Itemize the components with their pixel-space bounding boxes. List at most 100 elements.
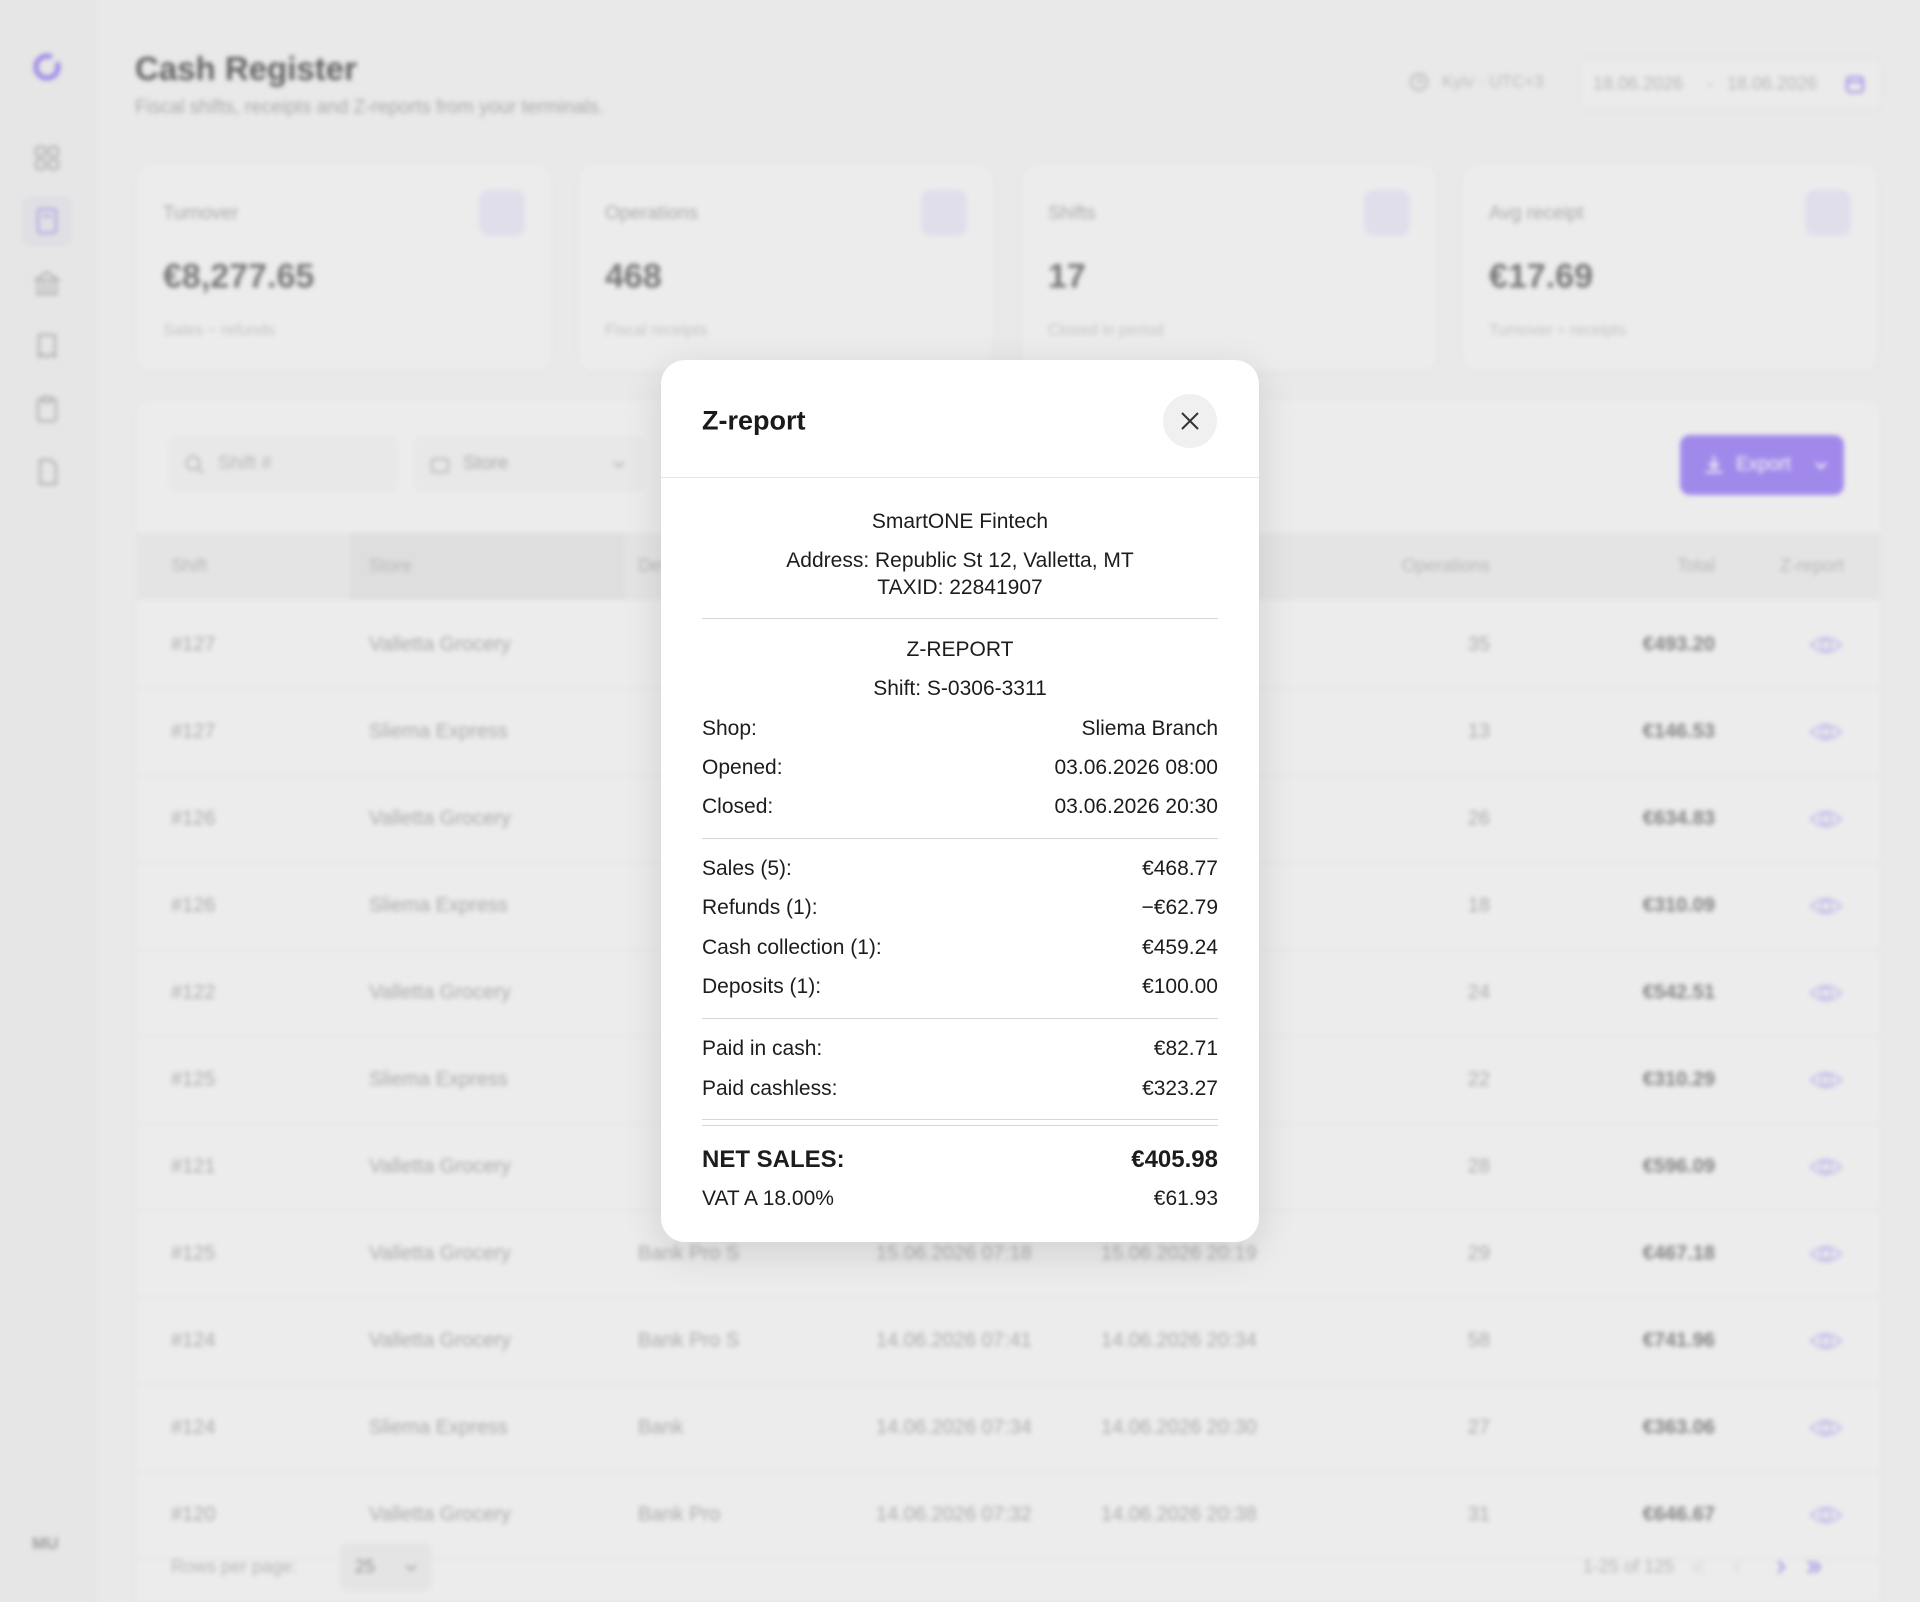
cell-device: Bank Pro S <box>638 1329 740 1352</box>
column-header: Total <box>1676 555 1715 576</box>
nav-documents[interactable] <box>32 457 62 487</box>
cell-total: €741.96 <box>1642 1329 1715 1352</box>
cell-total: €363.06 <box>1642 1416 1715 1439</box>
eye-icon[interactable] <box>1808 1065 1844 1095</box>
stat-card: Operations 468 Fiscal receipts <box>579 165 993 371</box>
cell-operations: 13 <box>1467 720 1490 743</box>
stat-icon <box>921 190 967 236</box>
cell-total: €310.09 <box>1642 894 1715 917</box>
eye-icon[interactable] <box>1808 717 1844 747</box>
pagination-controls[interactable] <box>1686 1555 1826 1579</box>
receipt-value: 03.06.2026 08:00 <box>1054 756 1219 779</box>
column-header: Z-report <box>1779 555 1844 576</box>
cell-total: €310.29 <box>1642 1068 1715 1091</box>
cell-total: €634.83 <box>1642 807 1715 830</box>
user-initials[interactable]: MU <box>32 1534 59 1553</box>
receipt-label: Paid cashless: <box>702 1077 838 1100</box>
cell-operations: 58 <box>1467 1329 1490 1352</box>
search-input[interactable]: Shift # <box>168 436 398 492</box>
date-to: 18.06.2026 <box>1727 73 1818 94</box>
rows-per-page-value: 25 <box>355 1556 376 1577</box>
rows-per-page-label: Rows per page: <box>171 1556 298 1577</box>
cell-shift: #121 <box>171 1155 216 1178</box>
eye-icon[interactable] <box>1808 1239 1844 1269</box>
company-taxid: TAXID: 22841907 <box>877 576 1043 599</box>
column-header: Store <box>369 555 413 576</box>
stat-icon <box>479 190 525 236</box>
cell-opened: 14.06.2026 07:41 <box>876 1329 1032 1352</box>
store-icon <box>431 458 449 473</box>
stat-value: 468 <box>605 257 662 296</box>
cell-total: €596.09 <box>1642 1155 1715 1178</box>
chevron <box>613 461 625 469</box>
cell-store: Valletta Grocery <box>369 981 511 1004</box>
cell-total: €467.18 <box>1642 1242 1715 1265</box>
stat-label: Avg receipt <box>1489 203 1584 224</box>
sidebar: MU <box>0 0 94 1602</box>
cell-operations: 29 <box>1467 1242 1490 1265</box>
receipt-label: Cash collection (1): <box>702 935 882 959</box>
eye-icon[interactable] <box>1808 1326 1844 1356</box>
stat-value: 17 <box>1048 257 1086 296</box>
page-title: Cash Register <box>135 50 357 87</box>
nav-bank[interactable] <box>32 268 62 298</box>
column-header: Shift <box>171 555 208 576</box>
date-range[interactable]: 18.06.2026 - 18.06.2026 <box>1580 58 1882 110</box>
close-icon <box>1181 412 1199 430</box>
cell-shift: #125 <box>171 1068 216 1091</box>
eye-icon[interactable] <box>1808 1500 1844 1530</box>
modal-title: Z-report <box>702 405 806 436</box>
nav-cash-register[interactable] <box>32 206 62 236</box>
date-from: 18.06.2026 <box>1593 73 1684 94</box>
receipt-value: −€62.79 <box>1141 896 1219 920</box>
eye-icon[interactable] <box>1808 1413 1844 1443</box>
stat-card: Turnover €8,277.65 Sales − refunds <box>137 165 551 371</box>
cell-operations: 26 <box>1467 807 1490 830</box>
cell-closed: 14.06.2026 20:30 <box>1101 1416 1257 1439</box>
eye-icon[interactable] <box>1808 978 1844 1008</box>
eye-icon[interactable] <box>1808 804 1844 834</box>
divider <box>702 1125 1218 1126</box>
stat-value: €8,277.65 <box>163 257 315 296</box>
cell-closed: 15.06.2026 20:19 <box>1101 1242 1257 1265</box>
nav-clipboard[interactable] <box>32 394 62 424</box>
date-separator: - <box>1707 73 1713 94</box>
vat-label: VAT A 18.00% <box>702 1187 834 1210</box>
cell-shift: #126 <box>171 807 216 830</box>
nav-receipts[interactable] <box>32 331 62 361</box>
cell-store: Sliema Express <box>369 894 508 917</box>
nav-dashboard[interactable] <box>32 143 62 173</box>
cell-shift: #127 <box>171 633 216 656</box>
chevron <box>1815 462 1827 470</box>
cell-shift: #127 <box>171 720 216 743</box>
eye-icon[interactable] <box>1808 891 1844 921</box>
cell-operations: 24 <box>1467 981 1490 1004</box>
receipt-value: Sliema Branch <box>1081 717 1218 740</box>
cell-store: Valletta Grocery <box>369 1242 511 1265</box>
cell-operations: 27 <box>1467 1416 1490 1439</box>
cell-store: Sliema Express <box>369 1416 508 1439</box>
rows-per-page-select[interactable]: 25 <box>340 1543 432 1591</box>
search-icon <box>185 455 204 474</box>
clock-icon <box>1410 73 1428 91</box>
cell-closed: 14.06.2026 20:34 <box>1101 1329 1257 1352</box>
report-shift: Shift: S-0306-3311 <box>873 677 1047 700</box>
stat-note: Closed in period <box>1048 322 1164 339</box>
cell-total: €146.53 <box>1642 720 1715 743</box>
cell-operations: 22 <box>1467 1068 1490 1091</box>
divider <box>702 1018 1218 1019</box>
cell-operations: 18 <box>1467 894 1490 917</box>
store-select[interactable]: Store <box>413 436 645 492</box>
logo <box>33 53 61 81</box>
stat-note: Turnover ÷ receipts <box>1489 322 1627 339</box>
eye-icon[interactable] <box>1808 1152 1844 1182</box>
eye-icon[interactable] <box>1808 630 1844 660</box>
cell-shift: #124 <box>171 1416 216 1439</box>
export-button[interactable]: Export <box>1680 435 1844 495</box>
cell-store: Sliema Express <box>369 720 508 743</box>
header-divider <box>661 477 1259 478</box>
close-button[interactable] <box>1163 394 1217 448</box>
page-subtitle: Fiscal shifts, receipts and Z-reports fr… <box>135 97 604 118</box>
stat-label: Operations <box>605 203 698 224</box>
